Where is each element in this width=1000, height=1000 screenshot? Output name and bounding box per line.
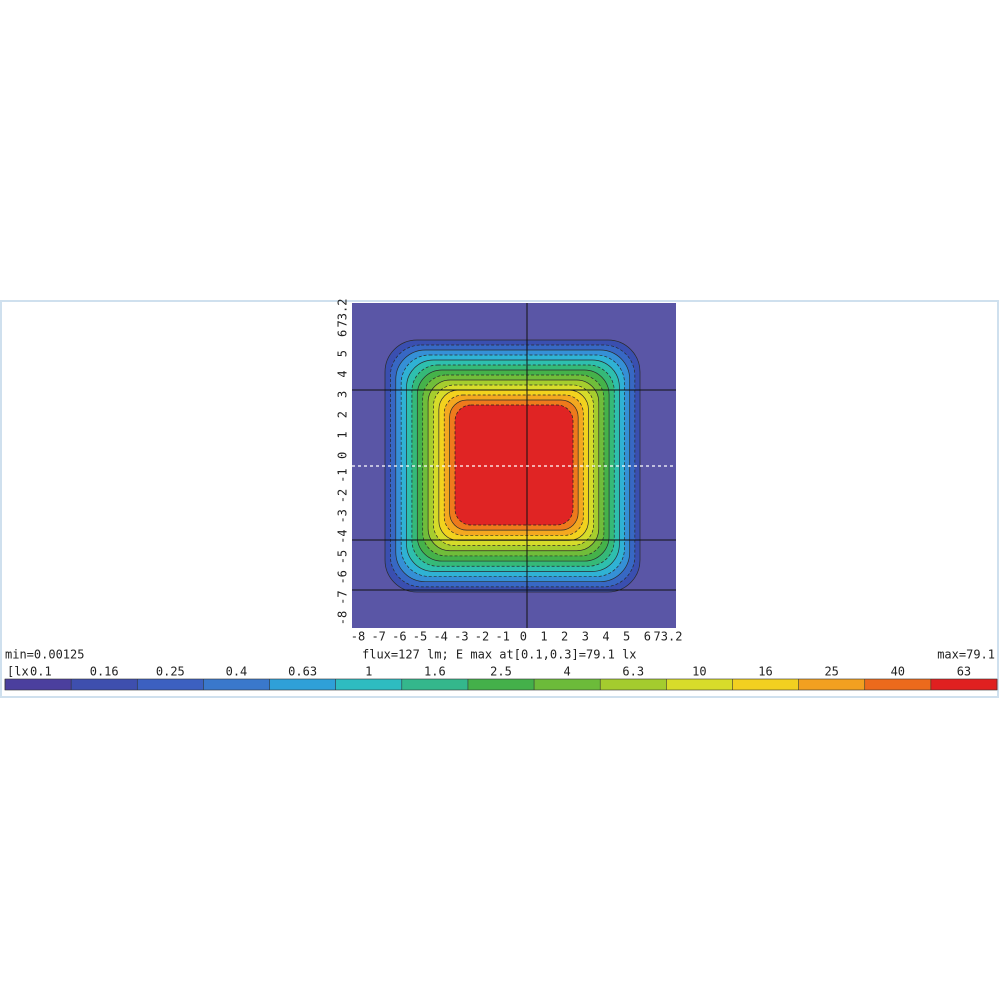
x-tick-label: 4 bbox=[602, 630, 609, 644]
y-tick-label: 2 bbox=[336, 411, 350, 418]
contours bbox=[384, 339, 641, 593]
colorbar-label: 0.16 bbox=[90, 665, 119, 679]
min-label: min=0.00125 bbox=[5, 648, 84, 662]
y-tick-label: -3 bbox=[336, 509, 350, 523]
colorbar-segment bbox=[203, 679, 271, 690]
colorbar-label: 63 bbox=[957, 665, 971, 679]
colorbar-segment bbox=[137, 679, 204, 690]
x-tick-label: 2 bbox=[561, 630, 568, 644]
colorbar-segment bbox=[534, 679, 601, 690]
colorbar-label: 16 bbox=[758, 665, 772, 679]
y-tick-label: -6 bbox=[336, 570, 350, 584]
colorbar-label: 1.6 bbox=[424, 665, 446, 679]
colorbar-label: 2.5 bbox=[490, 665, 512, 679]
caption: flux=127 lm; E max at[0.1,0.3]=79.1 lx bbox=[362, 648, 637, 662]
colorbar-segment bbox=[71, 679, 138, 690]
x-tick-label: 6 bbox=[644, 630, 651, 644]
unit-label: [lx bbox=[7, 665, 29, 679]
x-tick-label: -2 bbox=[475, 630, 489, 644]
x-tick-label: -1 bbox=[495, 630, 509, 644]
y-tick-label: 1 bbox=[336, 431, 350, 438]
colorbar: 0.1 0.16 0.25 0.4 0.63 1 1.6 2.5 4 6.3 10 16 25 40 63 bbox=[4, 665, 998, 691]
x-tick-label: 0 bbox=[520, 630, 527, 644]
y-tick-label: 5 bbox=[336, 350, 350, 357]
colorbar-label: 0.4 bbox=[226, 665, 248, 679]
colorbar-label: 0.25 bbox=[156, 665, 185, 679]
x-tick-label: 3 bbox=[582, 630, 589, 644]
colorbar-border bbox=[4, 678, 998, 691]
y-tick-label: 0 bbox=[336, 452, 350, 459]
colorbar-label: 25 bbox=[824, 665, 838, 679]
y-tick-label: 4 bbox=[336, 370, 350, 377]
colorbar-segment bbox=[5, 679, 72, 690]
colorbar-segment bbox=[335, 679, 403, 690]
ticks: -8 -7 -6 -5 -4 -3 -2 -1 0 1 2 3 4 5 6 73.2-8-7-6-5-4-3-… bbox=[336, 299, 683, 644]
colorbar-label: 0.1 bbox=[30, 665, 52, 679]
colorbar-label: 40 bbox=[891, 665, 905, 679]
x-tick-label: 73.2 bbox=[654, 630, 683, 644]
colorbar-label: 4 bbox=[564, 665, 571, 679]
colorbar-label: 1 bbox=[365, 665, 372, 679]
colorbar-segment bbox=[864, 679, 932, 690]
colorbar-segment bbox=[600, 679, 667, 690]
colorbar-label: 0.63 bbox=[288, 665, 317, 679]
y-tick-label: 6 bbox=[336, 330, 350, 337]
x-tick-label: -7 bbox=[371, 630, 385, 644]
colorbar-segment bbox=[666, 679, 733, 690]
colorbar-label: 10 bbox=[692, 665, 706, 679]
y-tick-label: -4 bbox=[336, 529, 350, 543]
x-tick-label: -4 bbox=[433, 630, 447, 644]
colorbar-segment bbox=[732, 679, 800, 690]
colorbar-segment bbox=[401, 679, 469, 690]
y-tick-label: -2 bbox=[336, 489, 350, 503]
contour-band bbox=[454, 404, 574, 526]
x-tick-label: -6 bbox=[392, 630, 406, 644]
colorbar-label: 6.3 bbox=[622, 665, 644, 679]
y-tick-label: -7 bbox=[336, 590, 350, 604]
window-frame bbox=[0, 300, 999, 698]
y-tick-label: 73.2 bbox=[336, 299, 350, 328]
colorbar-segment bbox=[467, 679, 535, 690]
y-tick-label: -5 bbox=[336, 550, 350, 564]
max-label: max=79.1 bbox=[937, 648, 995, 662]
colorbar-segment bbox=[798, 679, 866, 690]
x-tick-label: 5 bbox=[623, 630, 630, 644]
y-tick-label: 3 bbox=[336, 391, 350, 398]
x-tick-label: -5 bbox=[413, 630, 427, 644]
x-tick-label: -3 bbox=[454, 630, 468, 644]
y-tick-label: -1 bbox=[336, 468, 350, 482]
grid bbox=[352, 303, 676, 628]
colorbar-segment bbox=[269, 679, 337, 690]
x-tick-label: -8 bbox=[351, 630, 365, 644]
colorbar-segment bbox=[930, 679, 998, 690]
x-tick-label: 1 bbox=[540, 630, 547, 644]
y-tick-label: -8 bbox=[336, 611, 350, 625]
